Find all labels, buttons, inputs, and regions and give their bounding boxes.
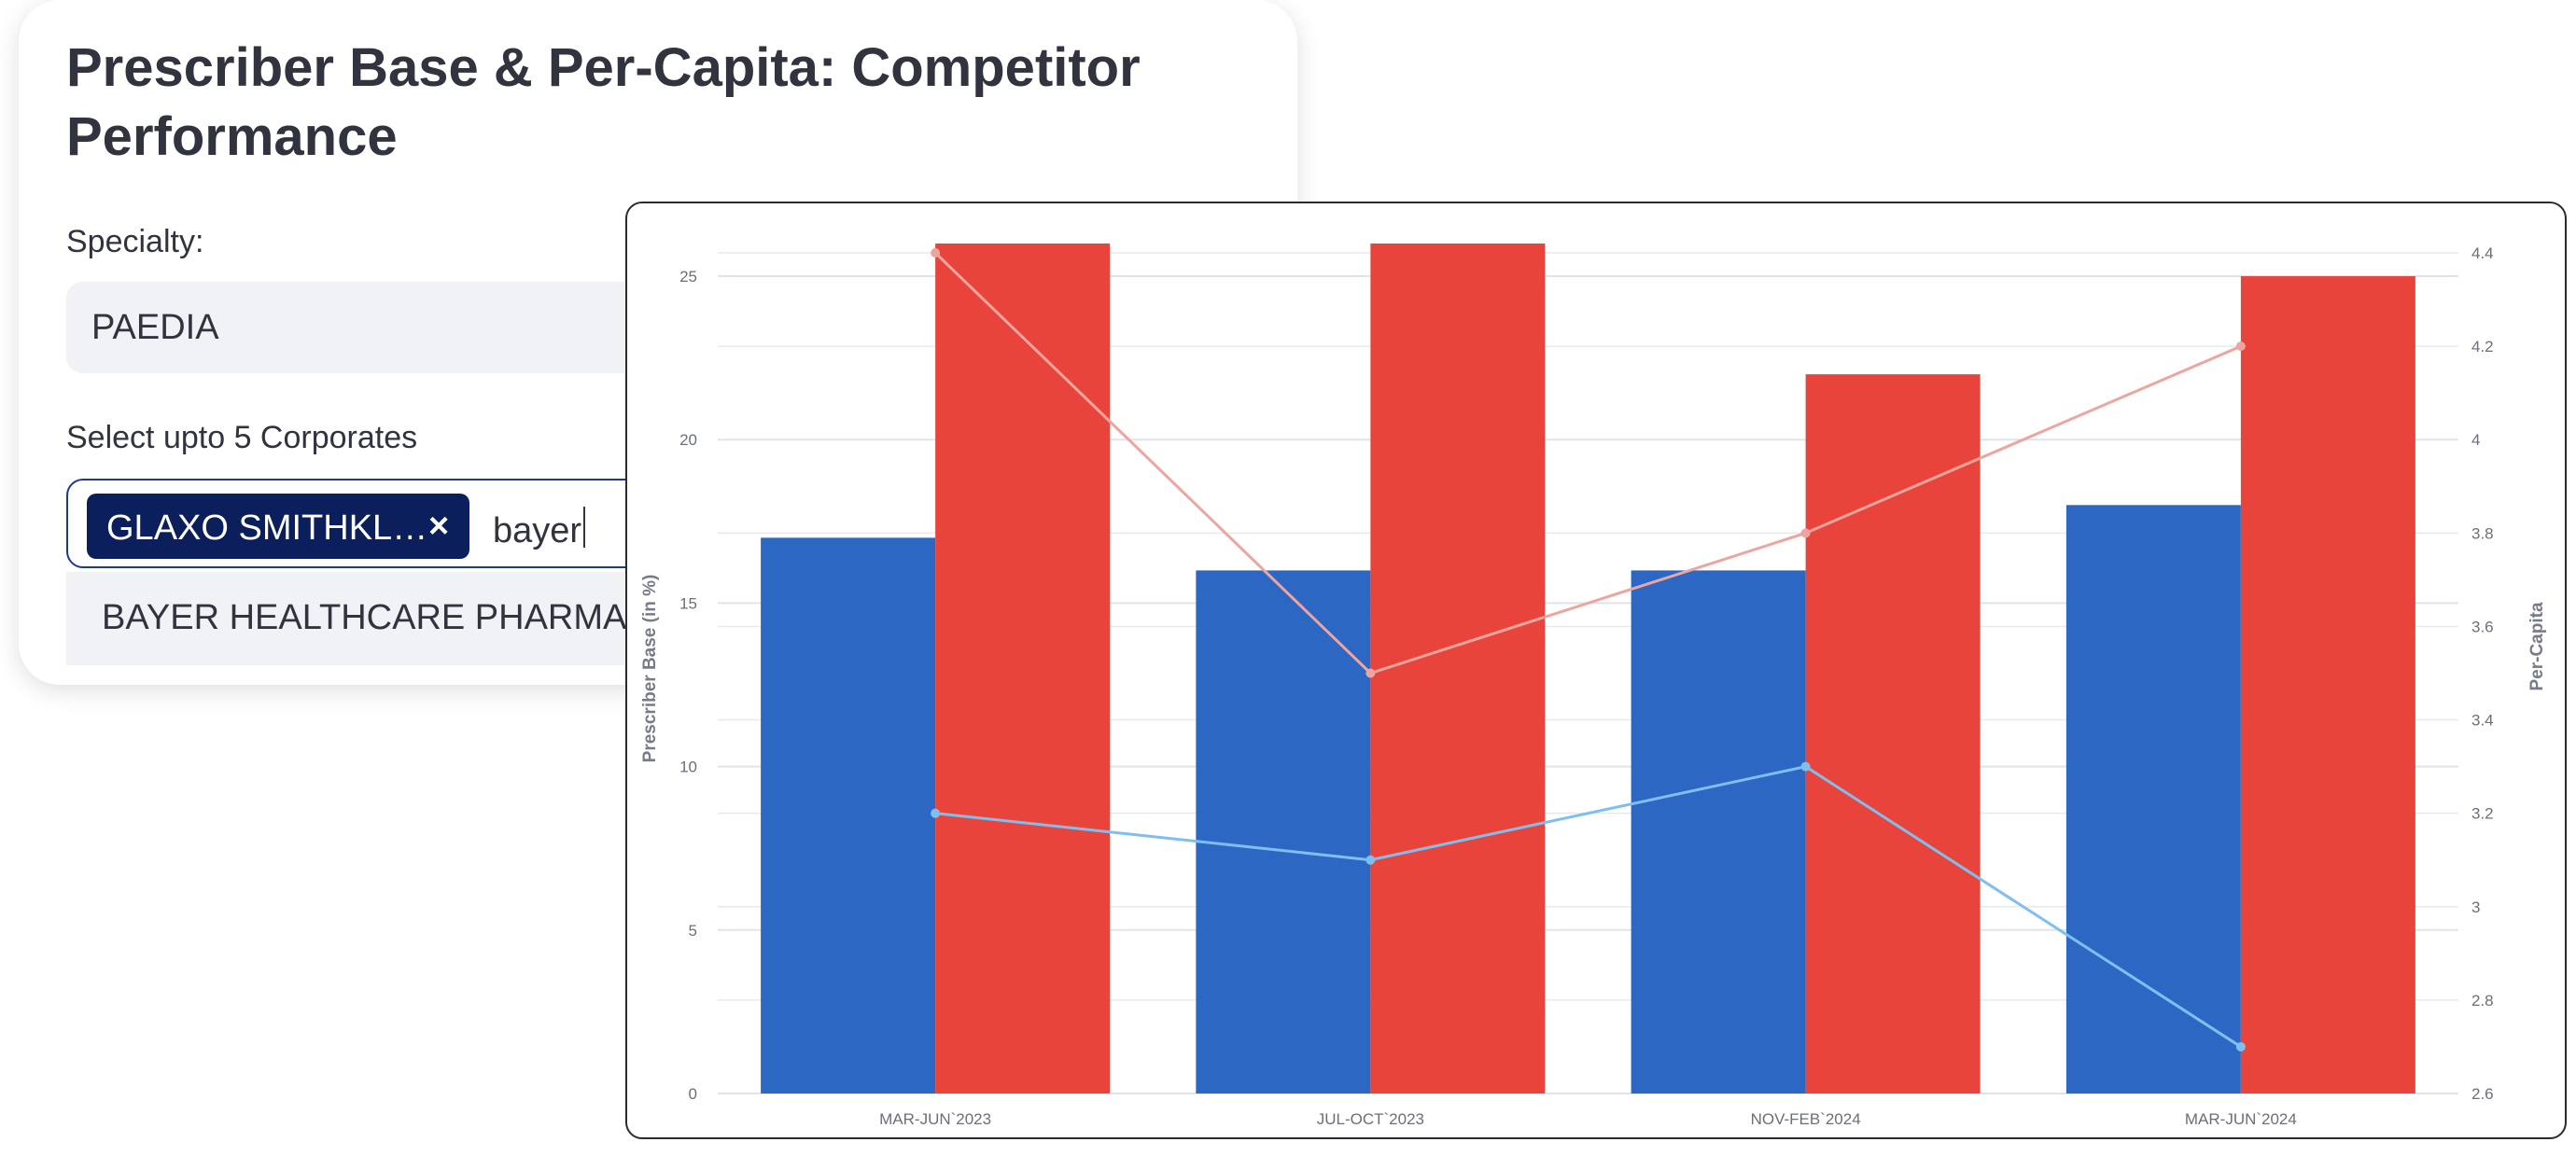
combo-chart: 0 5 10 15 20 25 2.6 2.8 3 3.2 3.4 3.6 3.8 4 4.2 4.4 MAR-… bbox=[640, 244, 2547, 1128]
y2-tick-label: 3 bbox=[2471, 898, 2480, 916]
y2-axis-title: Per-Capita bbox=[2527, 602, 2547, 690]
y-tick-label: 5 bbox=[689, 922, 697, 940]
y-axis-title: Prescriber Base (in %) bbox=[640, 575, 660, 763]
bar-series-2-3 bbox=[1805, 374, 1981, 1094]
text-caret bbox=[583, 507, 586, 548]
line-point-2-4 bbox=[2235, 1041, 2246, 1052]
line-point-1-1 bbox=[931, 248, 941, 258]
line-point-2-1 bbox=[931, 808, 941, 818]
y-tick-label: 15 bbox=[679, 594, 697, 612]
corporates-label: Select upto 5 Corporates bbox=[66, 420, 418, 455]
selected-corporate-chip: GLAXO SMITHKL… × bbox=[87, 494, 469, 559]
y-tick-label: 10 bbox=[679, 759, 697, 776]
bar-series-1-2 bbox=[1196, 570, 1371, 1093]
search-text: bayer bbox=[493, 511, 582, 550]
y-tick-label: 20 bbox=[679, 431, 697, 449]
y2-tick-label: 2.6 bbox=[2471, 1085, 2494, 1103]
bar-series-1-4 bbox=[2065, 505, 2241, 1093]
chart-card: 0 5 10 15 20 25 2.6 2.8 3 3.2 3.4 3.6 3.8 4 4.2 4.4 MAR-… bbox=[625, 202, 2567, 1139]
x-tick-label: JUL-OCT`2023 bbox=[1317, 1110, 1424, 1128]
y2-tick-label: 3.8 bbox=[2471, 524, 2494, 542]
y-tick-label: 0 bbox=[689, 1085, 697, 1103]
search-input[interactable]: bayer bbox=[493, 507, 586, 551]
y-tick-label: 25 bbox=[679, 268, 697, 286]
bar-series-2-1 bbox=[935, 244, 1111, 1093]
line-series-2 bbox=[934, 765, 2242, 1049]
line-point-1-3 bbox=[1800, 528, 1811, 538]
line-point-1-2 bbox=[1365, 668, 1376, 678]
page-title: Prescriber Base & Per-Capita: Competitor… bbox=[66, 37, 1141, 167]
close-icon[interactable]: × bbox=[428, 507, 450, 546]
x-tick-label: MAR-JUN`2024 bbox=[2185, 1110, 2297, 1128]
bar-series-1-3 bbox=[1631, 570, 1806, 1093]
y2-tick-label: 3.2 bbox=[2471, 805, 2494, 823]
line-point-2-2 bbox=[1365, 855, 1376, 865]
line-point-2-3 bbox=[1800, 761, 1811, 772]
specialty-selected-value: PAEDIA bbox=[91, 308, 219, 347]
y2-tick-label: 4.4 bbox=[2471, 244, 2494, 262]
y2-tick-label: 3.6 bbox=[2471, 618, 2494, 635]
dropdown-option-bayer[interactable]: BAYER HEALTHCARE PHARMA LLC bbox=[102, 598, 700, 637]
chip-label: GLAXO SMITHKL… bbox=[106, 508, 428, 548]
y2-tick-label: 4 bbox=[2471, 431, 2480, 449]
bar-series-2-2 bbox=[1370, 244, 1546, 1093]
x-tick-label: MAR-JUN`2023 bbox=[879, 1110, 991, 1128]
line-point-1-4 bbox=[2235, 341, 2246, 352]
y2-tick-label: 2.8 bbox=[2471, 992, 2494, 1010]
line-series-1 bbox=[934, 251, 2242, 675]
x-tick-label: NOV-FEB`2024 bbox=[1751, 1110, 1861, 1128]
bar-series-1-1 bbox=[761, 537, 936, 1093]
y2-tick-label: 4.2 bbox=[2471, 338, 2494, 355]
bar-series-2-4 bbox=[2240, 276, 2415, 1093]
specialty-label: Specialty: bbox=[66, 224, 204, 259]
y2-tick-label: 3.4 bbox=[2471, 712, 2494, 730]
